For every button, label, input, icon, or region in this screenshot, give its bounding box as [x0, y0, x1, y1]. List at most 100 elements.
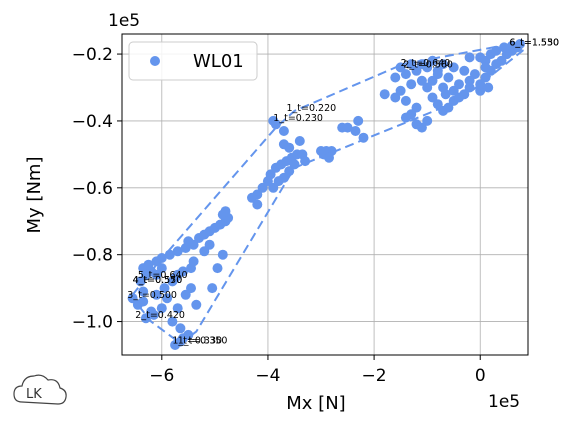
data-point [406, 59, 417, 70]
data-point [138, 286, 149, 297]
data-point [353, 115, 364, 126]
data-point [284, 142, 295, 153]
y-tick-label: −0.6 [72, 179, 113, 199]
legend-marker [150, 56, 160, 66]
data-point [204, 239, 215, 250]
data-point [284, 166, 295, 177]
data-point [135, 276, 146, 287]
data-point [252, 199, 263, 210]
data-point [156, 253, 167, 263]
data-point [443, 102, 454, 113]
data-point [268, 182, 279, 193]
data-point [400, 112, 411, 123]
x-axis-label: Mx [N] [286, 393, 345, 414]
data-point [406, 79, 417, 90]
data-point [170, 340, 181, 350]
y-tick-label: −0.4 [72, 112, 113, 132]
data-point [464, 52, 475, 63]
point-annotation: 5_t=0.640 [138, 270, 188, 281]
data-point [395, 62, 406, 73]
point-annotation: 4_t=0.570 [133, 275, 183, 286]
data-point [440, 89, 451, 100]
data-point [180, 289, 191, 300]
data-point [167, 316, 178, 327]
data-point [156, 303, 167, 314]
data-point [342, 122, 353, 133]
data-point [191, 299, 202, 310]
data-point [350, 126, 361, 136]
data-point [432, 99, 443, 110]
legend-label: WL01 [193, 51, 244, 72]
legend: WL01 [128, 41, 258, 81]
point-annotation: 6_t=1.550 [509, 38, 559, 49]
data-point [188, 256, 199, 267]
data-point [148, 309, 159, 320]
data-point [448, 62, 459, 73]
data-point [427, 55, 438, 66]
data-point [411, 65, 422, 76]
data-point [257, 182, 268, 193]
data-point [220, 206, 231, 217]
data-point [278, 126, 289, 136]
data-point [416, 122, 427, 133]
data-point [300, 156, 311, 167]
data-point [289, 159, 300, 170]
data-point [496, 55, 507, 66]
data-point [358, 132, 369, 143]
data-point [159, 283, 170, 294]
data-point [475, 79, 486, 90]
plot-frame [121, 33, 529, 356]
data-point [475, 52, 486, 63]
data-point [507, 40, 518, 51]
data-point [395, 85, 406, 96]
data-point [480, 72, 491, 83]
data-point [491, 45, 502, 56]
data-point [143, 259, 154, 270]
data-point [432, 69, 443, 80]
x-axis-ticks: −6 −4 −2 0 [149, 355, 486, 386]
point-annotation: 1_t=0.220 [287, 103, 337, 114]
y-tick-label: −0.8 [72, 246, 113, 266]
data-point [390, 92, 401, 103]
point-annotation: 2_t=0.420 [135, 310, 185, 321]
data-point [178, 266, 188, 277]
x-tick-label: −2 [362, 366, 387, 386]
data-point [438, 59, 449, 70]
data-point [172, 246, 183, 257]
data-point [469, 69, 480, 80]
data-point [422, 115, 433, 126]
y-axis-label: My [Nm] [24, 157, 45, 234]
data-point [294, 136, 305, 146]
data-point [427, 75, 438, 86]
data-point [390, 72, 401, 83]
data-point [448, 85, 459, 96]
point-annotation: 6_t=1.530 [509, 38, 559, 49]
data-point [183, 236, 194, 247]
data-point [411, 102, 422, 113]
point-annotation: 1_t=0.350 [178, 335, 228, 346]
point-annotation: 3_t=0.500 [127, 290, 177, 301]
data-point [459, 65, 470, 76]
y-offset-label: 1e5 [108, 11, 140, 31]
point-annotation: 2_t=0.640 [401, 58, 451, 69]
data-point [151, 269, 162, 280]
data-point [464, 75, 475, 86]
data-point [247, 192, 257, 203]
data-point [162, 293, 173, 304]
logo-cloud-icon [13, 374, 67, 405]
logo-text: LK [26, 387, 42, 402]
hull-outline [131, 41, 524, 345]
data-point [515, 39, 525, 49]
legend-box [128, 41, 258, 81]
data-point [212, 263, 223, 274]
y-axis-ticks: −1.0 −0.8 −0.6 −0.4 −0.2 [72, 45, 122, 333]
x-tick-label: −4 [255, 366, 280, 386]
data-point [175, 323, 186, 334]
data-point [480, 62, 491, 73]
y-tick-label: −1.0 [72, 313, 113, 333]
lk-logo: LK [13, 374, 67, 405]
data-point [416, 59, 427, 70]
data-point [483, 82, 494, 93]
data-point [379, 89, 390, 100]
